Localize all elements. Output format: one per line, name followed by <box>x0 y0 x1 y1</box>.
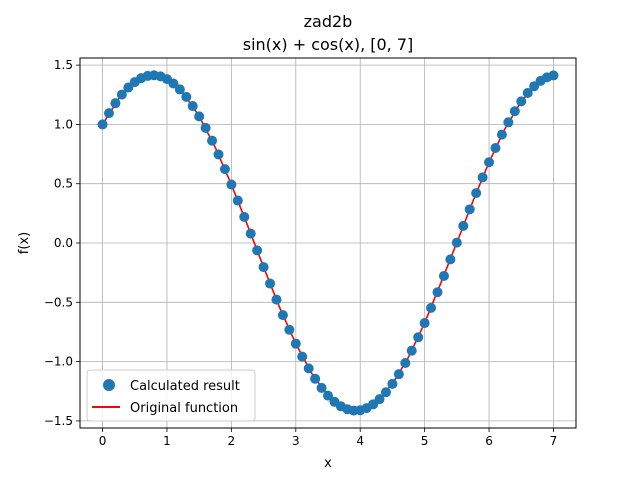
y-tick-label: 1.0 <box>54 117 73 131</box>
calculated-result-point <box>393 369 404 380</box>
calculated-result-point <box>226 179 237 190</box>
calculated-result-point <box>194 111 205 122</box>
y-tick-label: 1.5 <box>54 58 73 72</box>
calculated-result-point <box>316 382 327 393</box>
x-tick-label: 3 <box>292 434 300 448</box>
grid <box>80 58 576 428</box>
calculated-result-point <box>406 345 417 356</box>
calculated-result-point <box>432 287 443 298</box>
calculated-result-point <box>207 135 218 146</box>
calculated-result-point <box>277 310 288 321</box>
calculated-result-point <box>213 149 224 160</box>
series-calculated-result <box>97 70 559 416</box>
legend-marker-calculated-result <box>103 379 115 391</box>
calculated-result-point <box>303 363 314 374</box>
calculated-result-point <box>496 129 507 140</box>
legend-label-calculated-result: Calculated result <box>130 379 240 394</box>
y-tick-label: 0.0 <box>54 236 73 250</box>
calculated-result-point <box>426 302 437 313</box>
y-tick-label: −1.5 <box>44 414 73 428</box>
y-tick-label: −1.0 <box>44 355 73 369</box>
calculated-result-point <box>239 211 250 222</box>
calculated-result-point <box>458 220 469 231</box>
chart-title-line-2: sin(x) + cos(x), [0, 7] <box>243 35 414 54</box>
calculated-result-point <box>374 394 385 405</box>
x-axis-label: x <box>324 456 332 471</box>
calculated-result-point <box>522 87 533 98</box>
calculated-result-point <box>445 254 456 265</box>
calculated-result-point <box>413 332 424 343</box>
calculated-result-point <box>232 195 243 206</box>
x-tick-label: 5 <box>421 434 429 448</box>
plot-frame <box>79 57 577 429</box>
legend: Calculated result Original function <box>86 369 256 422</box>
calculated-result-point <box>245 228 256 239</box>
calculated-result-point <box>116 89 127 100</box>
calculated-result-point <box>503 117 514 128</box>
calculated-result-point <box>200 122 211 133</box>
calculated-result-point <box>438 270 449 281</box>
calculated-result-point <box>490 143 501 154</box>
calculated-result-point <box>252 245 263 256</box>
calculated-result-point <box>400 358 411 369</box>
y-tick-label: 0.5 <box>54 177 73 191</box>
calculated-result-point <box>97 119 108 130</box>
calculated-result-point <box>174 84 185 95</box>
y-axis-ticks: 1.5 1.0 0.5 0.0 −0.5 −1.0 −1.5 <box>44 58 80 428</box>
calculated-result-point <box>380 387 391 398</box>
calculated-result-point <box>181 91 192 102</box>
y-tick-label: −0.5 <box>44 295 73 309</box>
calculated-result-point <box>290 338 301 349</box>
x-tick-label: 1 <box>163 434 171 448</box>
calculated-result-point <box>464 204 475 215</box>
chart-title-line-1: zad2b <box>304 12 353 31</box>
legend-label-original-function: Original function <box>130 401 238 416</box>
x-axis-ticks: 0 1 2 3 4 5 6 7 <box>99 428 558 448</box>
calculated-result-point <box>323 390 333 401</box>
calculated-result-point <box>110 98 121 109</box>
y-axis-label: f(x) <box>17 232 32 254</box>
calculated-result-point <box>509 106 520 117</box>
calculated-result-point <box>471 188 482 199</box>
legend-box <box>86 369 256 422</box>
calculated-result-point <box>548 70 559 81</box>
calculated-result-point <box>187 101 198 112</box>
x-tick-label: 0 <box>99 434 107 448</box>
calculated-result-point <box>284 324 295 335</box>
calculated-result-point <box>168 78 179 89</box>
x-tick-label: 2 <box>228 434 236 448</box>
calculated-result-point <box>219 164 230 175</box>
x-tick-label: 7 <box>550 434 558 448</box>
calculated-result-point <box>265 278 276 289</box>
calculated-result-point <box>271 294 282 305</box>
calculated-result-point <box>451 237 462 248</box>
calculated-result-point <box>297 351 308 362</box>
calculated-result-point <box>419 318 430 329</box>
x-tick-label: 6 <box>485 434 493 448</box>
calculated-result-point <box>477 172 488 183</box>
calculated-result-point <box>516 96 527 107</box>
calculated-result-point <box>258 262 269 273</box>
calculated-result-point <box>103 108 114 119</box>
x-tick-label: 4 <box>356 434 364 448</box>
calculated-result-point <box>310 373 321 384</box>
calculated-result-point <box>387 378 398 389</box>
calculated-result-point <box>484 157 495 168</box>
